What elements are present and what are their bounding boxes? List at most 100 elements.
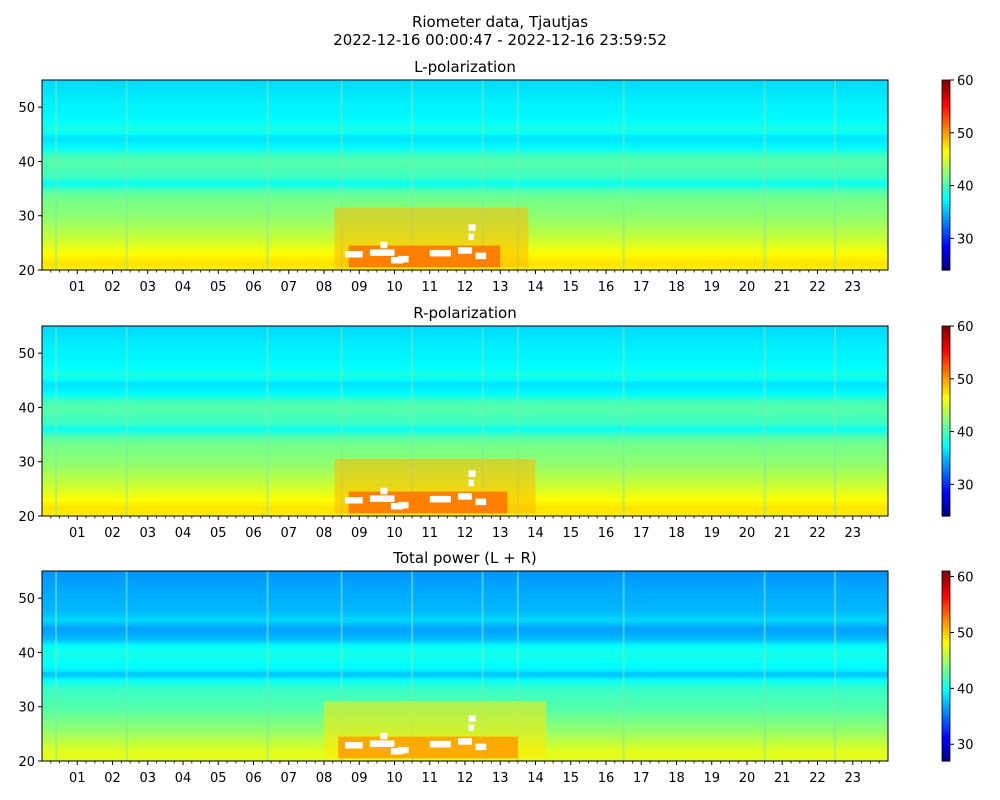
colorbar-segment bbox=[942, 114, 950, 119]
heatmap-band bbox=[42, 183, 888, 187]
colorbar-segment bbox=[942, 108, 950, 113]
heatmap-band bbox=[42, 380, 888, 384]
x-tick-label: 12 bbox=[457, 771, 474, 786]
heatmap-spike bbox=[125, 326, 128, 516]
x-tick-label: 08 bbox=[316, 526, 333, 541]
colorbar-segment bbox=[942, 238, 950, 243]
colorbar-segment bbox=[942, 354, 950, 359]
colorbar-segment bbox=[942, 577, 950, 582]
heatmap-spike bbox=[622, 571, 625, 761]
x-tick-label: 16 bbox=[598, 771, 615, 786]
heatmap-band bbox=[42, 336, 888, 341]
x-tick-label: 07 bbox=[280, 526, 297, 541]
heatmap-saturated-spot bbox=[380, 487, 388, 495]
colorbar-segment bbox=[942, 257, 950, 262]
heatmap-band bbox=[42, 99, 888, 103]
heatmap-band bbox=[42, 668, 888, 673]
x-tick-label: 05 bbox=[210, 771, 227, 786]
x-tick-label: 22 bbox=[809, 526, 826, 541]
heatmap-saturated-spot bbox=[429, 249, 451, 257]
colorbar-segment bbox=[942, 446, 950, 451]
colorbar-segment bbox=[942, 462, 950, 466]
x-tick-label: 19 bbox=[703, 771, 720, 786]
colorbar: 30 40 50 60 bbox=[941, 571, 974, 762]
heatmap-spike bbox=[411, 326, 414, 516]
colorbar-segment bbox=[942, 326, 950, 330]
heatmap-saturated-spot bbox=[457, 493, 473, 500]
heatmap-band bbox=[42, 175, 888, 179]
colorbar-segment bbox=[942, 430, 950, 435]
colorbar-segment bbox=[942, 140, 950, 144]
colorbar-segment bbox=[942, 386, 950, 390]
heatmap-band bbox=[42, 112, 888, 116]
colorbar-segment bbox=[942, 672, 950, 677]
heatmap-band bbox=[42, 153, 888, 157]
x-tick-label: 18 bbox=[668, 526, 685, 541]
colorbar-segment bbox=[942, 99, 950, 103]
heatmap-band bbox=[42, 649, 888, 654]
heatmap-spike bbox=[411, 80, 414, 270]
colorbar-segment bbox=[942, 618, 950, 623]
heatmap-band bbox=[42, 123, 888, 127]
x-tick-label: 01 bbox=[69, 771, 86, 786]
heatmap-band bbox=[42, 364, 888, 368]
x-tick-label: 10 bbox=[386, 771, 403, 786]
heatmap-band bbox=[42, 142, 888, 146]
colorbar-segment bbox=[942, 118, 950, 122]
heatmap-band bbox=[42, 576, 888, 580]
heatmap-band bbox=[42, 161, 888, 165]
x-tick-label: 15 bbox=[562, 280, 579, 295]
colorbar-segment bbox=[942, 171, 950, 176]
heatmap-spike bbox=[55, 571, 58, 761]
heatmap-spike bbox=[516, 571, 519, 761]
heatmap-spike bbox=[55, 80, 58, 270]
heatmap-band bbox=[42, 156, 888, 160]
colorbar-segment bbox=[942, 228, 950, 233]
heatmap-band bbox=[42, 660, 888, 664]
panel-1: L-polarization 20 30 40 50 01 02 03 04 05 06 07 08 09… bbox=[18, 58, 973, 295]
colorbar-tick-label: 60 bbox=[957, 571, 974, 586]
heatmap-band bbox=[42, 369, 888, 373]
colorbar-segment bbox=[942, 162, 950, 167]
colorbar-segment bbox=[942, 398, 950, 403]
x-tick-label: 11 bbox=[421, 280, 438, 295]
colorbar-segment bbox=[942, 697, 950, 702]
heatmap-band bbox=[42, 199, 888, 203]
heatmap-spike bbox=[266, 326, 269, 516]
panel-2: R-polarization 20 30 40 50 01 02 03 04 05 06 07 08 09… bbox=[18, 304, 973, 541]
x-tick-label: 15 bbox=[562, 526, 579, 541]
heatmap-spike bbox=[266, 80, 269, 270]
colorbar-segment bbox=[942, 244, 950, 249]
colorbar-segment bbox=[942, 596, 950, 601]
heatmap-band bbox=[42, 633, 888, 637]
heatmap-band bbox=[42, 358, 888, 362]
heatmap-band bbox=[42, 196, 888, 201]
x-tick-label: 23 bbox=[844, 280, 861, 295]
heatmap-band bbox=[42, 617, 888, 621]
colorbar-tick-label: 30 bbox=[957, 232, 974, 247]
heatmap-band bbox=[42, 693, 888, 697]
heatmap-band bbox=[42, 606, 888, 610]
colorbar-segment bbox=[942, 175, 950, 179]
heatmap-band bbox=[42, 638, 888, 643]
colorbar-segment bbox=[942, 726, 950, 730]
heatmap-band bbox=[42, 619, 888, 624]
x-tick-label: 03 bbox=[139, 771, 156, 786]
colorbar-segment bbox=[942, 194, 950, 198]
colorbar-segment bbox=[942, 83, 950, 87]
heatmap-band bbox=[42, 399, 888, 403]
heatmap-band bbox=[42, 657, 888, 662]
colorbar-segment bbox=[942, 669, 950, 673]
heatmap-spike bbox=[834, 80, 837, 270]
colorbar: 30 40 50 60 bbox=[941, 74, 974, 271]
colorbar-segment bbox=[942, 751, 950, 756]
heatmap-saturated-spot bbox=[475, 743, 487, 751]
colorbar-segment bbox=[942, 102, 950, 106]
colorbar-segment bbox=[942, 200, 950, 205]
heatmap-band bbox=[42, 139, 888, 144]
colorbar-segment bbox=[942, 376, 950, 381]
colorbar-segment bbox=[942, 571, 950, 575]
heatmap-band bbox=[42, 134, 888, 138]
heatmap-spike bbox=[340, 571, 343, 761]
heatmap-band bbox=[42, 383, 888, 387]
